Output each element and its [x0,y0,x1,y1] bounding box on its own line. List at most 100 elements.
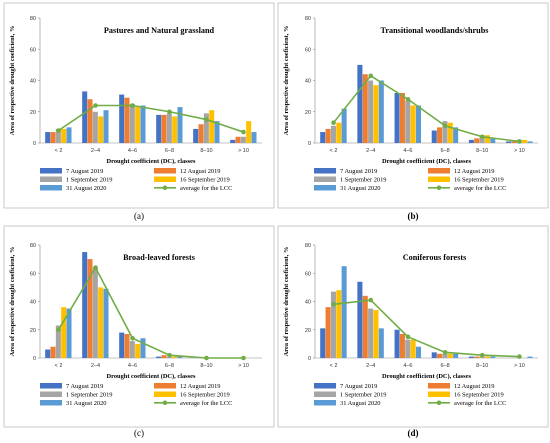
average-marker [241,129,246,135]
legend-swatch [314,391,336,397]
y-tick-label: 40 [30,300,36,306]
average-marker [93,265,98,270]
legend-swatch [314,168,336,174]
bar [373,309,379,358]
legend-marker-swatch [162,400,168,406]
y-axis-label: Area of respective drought coeficient, % [9,247,16,357]
y-tick-label: 40 [30,79,36,85]
bar [251,132,257,143]
legend-swatch [428,168,450,174]
bar [362,295,368,358]
x-tick-label: 6–8 [165,148,174,154]
legend-marker-swatch [436,400,442,406]
average-marker [517,354,522,359]
bar [119,332,125,358]
bar [82,91,88,143]
bar [506,141,512,143]
legend-item: 16 September 2019 [154,391,230,399]
bar [336,122,342,143]
average-marker [167,352,172,358]
legend-label: 31 August 2020 [66,400,106,407]
legend-label: 12 August 2019 [180,168,220,175]
bar [92,111,98,143]
x-axis-label: Drought coefficient (DC), classes [382,373,471,380]
legend-item: 31 August 2020 [40,185,106,192]
x-tick-label: < 2 [330,363,338,369]
legend-label: 16 September 2019 [180,392,230,399]
bar [135,107,141,143]
bar [55,325,61,358]
legend-item: 7 August 2019 [40,168,103,175]
bar [378,328,384,358]
bar [373,85,379,143]
legend-item: 1 September 2019 [314,391,387,399]
x-tick-label: 4–6 [403,148,412,154]
legend-item: 7 August 2019 [314,383,377,390]
x-tick-label: < 2 [55,363,63,369]
bar [368,308,374,358]
average-marker [204,355,209,361]
y-tick-label: 80 [305,16,311,22]
legend-swatch [154,383,176,389]
y-tick-label: 0 [33,141,36,147]
bar [45,132,51,143]
bar [437,353,443,358]
chart-panel-d: 0 20 40 60 80 < 2 2–4 4–6 6–8 8–10 > 10 Coniferous … [277,225,549,428]
bar [431,130,437,143]
y-tick-label: 20 [305,110,311,116]
legend-label: 12 August 2019 [454,383,494,390]
y-tick-label: 0 [308,141,311,147]
bar [129,341,135,358]
bar [193,128,199,143]
legend-marker-swatch [436,185,442,191]
average-marker [204,117,209,122]
panel-label: (a) [134,211,144,221]
average-line [57,265,244,359]
legend-item: 31 August 2020 [40,400,106,407]
bar [172,116,178,143]
bar [129,103,135,143]
bar [474,356,480,358]
average-marker [130,103,135,108]
x-axis-label: Drought coefficient (DC), classes [107,373,196,380]
bar [50,132,56,143]
bar [177,107,183,143]
legend-swatch [428,383,450,389]
bar [479,135,485,143]
bar [442,121,448,143]
average-marker [93,103,98,108]
bar [399,93,405,143]
bar [453,353,459,358]
panel-label: (c) [134,428,144,438]
bar [50,346,56,358]
x-tick-label: 6–8 [440,148,449,154]
average-marker [167,109,172,115]
bar [240,136,246,143]
x-tick-label: 4–6 [403,363,412,369]
average-marker [368,297,374,303]
legend-label: 1 September 2019 [340,392,387,399]
legend-swatch [314,185,336,191]
bar [368,80,374,143]
bar [511,141,517,143]
legend-item: 31 August 2020 [314,400,380,407]
bar [103,110,109,143]
legend-label: 31 August 2020 [340,185,380,192]
bar [161,355,167,358]
bar [336,290,342,358]
legend-swatch [314,176,336,182]
legend-item: 1 September 2019 [314,176,387,184]
bar [246,121,252,143]
bar [66,308,72,358]
average-marker [405,96,411,102]
bar [161,114,167,143]
bar [527,141,533,143]
x-tick-label: > 10 [238,148,249,154]
panel-label: (d) [408,428,419,438]
bar [66,127,72,143]
y-tick-label: 20 [30,328,36,334]
bar [490,356,496,358]
x-tick-label: > 10 [514,363,525,369]
x-tick-label: > 10 [238,363,249,369]
legend-label: 16 September 2019 [180,177,230,184]
